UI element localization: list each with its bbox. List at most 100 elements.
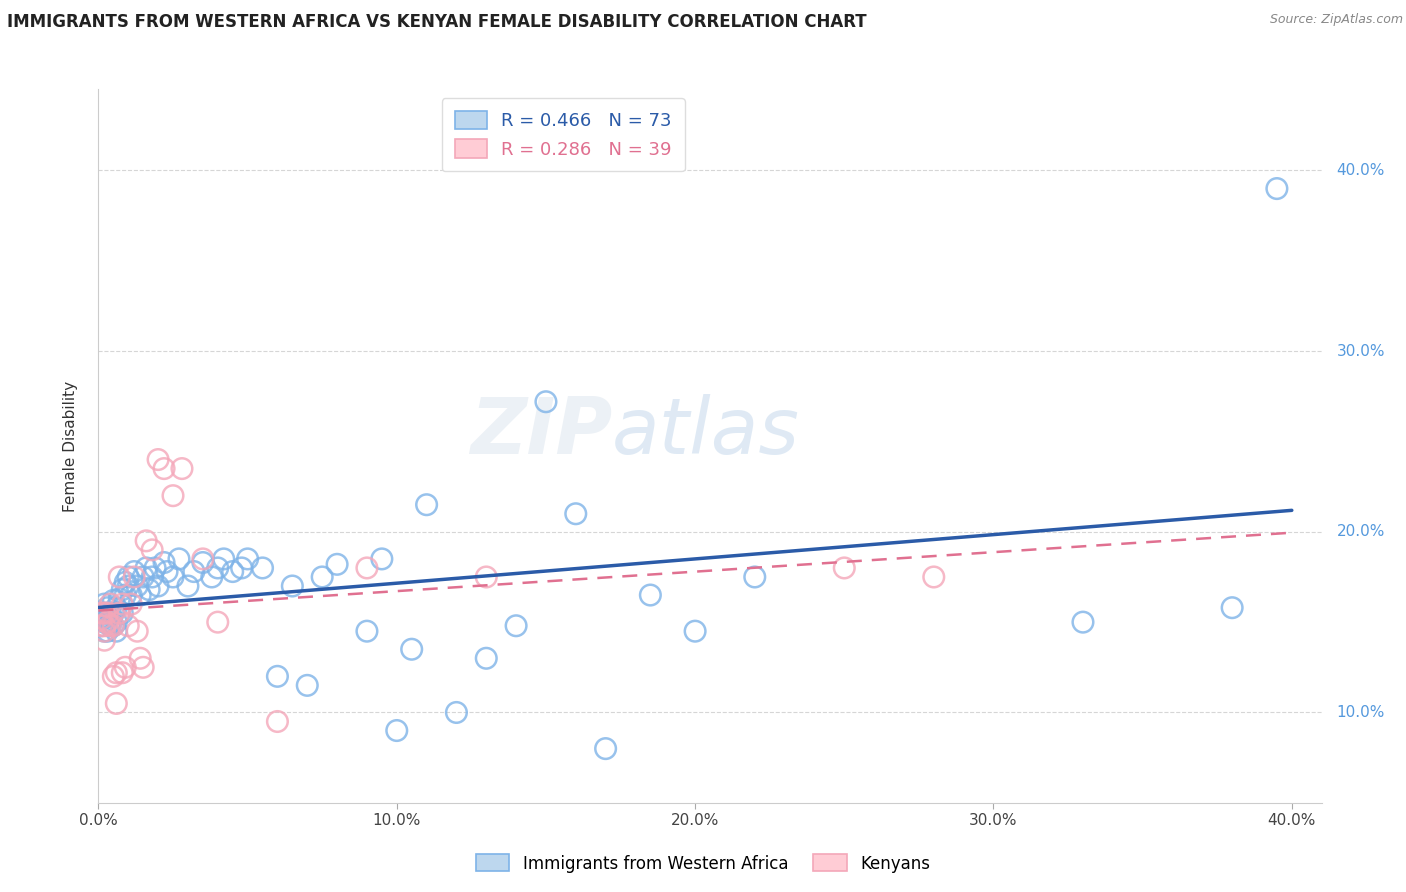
Point [446, 706, 468, 720]
Point [127, 579, 149, 593]
Legend: Immigrants from Western Africa, Kenyans: Immigrants from Western Africa, Kenyans [470, 847, 936, 880]
Text: 30.0%: 30.0% [1337, 343, 1385, 359]
Point [744, 570, 766, 584]
Point [98, 619, 121, 633]
Point [120, 588, 142, 602]
Text: IMMIGRANTS FROM WESTERN AFRICA VS KENYAN FEMALE DISABILITY CORRELATION CHART: IMMIGRANTS FROM WESTERN AFRICA VS KENYAN… [7, 13, 866, 31]
Point [105, 600, 128, 615]
Point [266, 714, 288, 729]
Text: atlas: atlas [612, 393, 800, 470]
Point [401, 642, 423, 657]
Point [96, 606, 118, 620]
Point [415, 498, 437, 512]
Point [105, 615, 128, 629]
Point [1220, 600, 1243, 615]
Point [231, 561, 253, 575]
Point [108, 591, 131, 606]
Point [236, 552, 259, 566]
Point [105, 624, 128, 639]
Point [108, 570, 131, 584]
Point [212, 552, 235, 566]
Text: ZIP: ZIP [470, 393, 612, 470]
Point [183, 565, 205, 579]
Point [111, 606, 134, 620]
Point [108, 606, 131, 620]
Point [153, 461, 176, 475]
Point [93, 624, 115, 639]
Point [177, 579, 200, 593]
Point [93, 606, 115, 620]
Point [105, 697, 128, 711]
Point [90, 619, 112, 633]
Y-axis label: Female Disability: Female Disability [63, 380, 77, 512]
Point [93, 619, 115, 633]
Point [93, 597, 115, 611]
Point [93, 615, 115, 629]
Point [153, 556, 176, 570]
Point [475, 651, 498, 665]
Point [90, 611, 112, 625]
Point [103, 619, 125, 633]
Point [475, 570, 498, 584]
Point [138, 582, 160, 597]
Point [141, 542, 163, 557]
Point [103, 593, 125, 607]
Point [108, 606, 131, 620]
Point [132, 660, 155, 674]
Text: 40.0%: 40.0% [1337, 163, 1385, 178]
Point [371, 552, 394, 566]
Point [221, 565, 243, 579]
Point [534, 394, 557, 409]
Point [281, 579, 304, 593]
Point [356, 561, 378, 575]
Point [90, 606, 112, 620]
Point [117, 570, 139, 584]
Point [129, 588, 152, 602]
Point [311, 570, 333, 584]
Point [93, 624, 115, 639]
Point [640, 588, 662, 602]
Point [132, 570, 155, 584]
Point [96, 600, 118, 615]
Point [117, 579, 139, 593]
Point [505, 619, 527, 633]
Point [114, 588, 136, 602]
Point [98, 615, 121, 629]
Point [683, 624, 706, 639]
Point [297, 678, 319, 692]
Point [167, 552, 190, 566]
Point [162, 570, 184, 584]
Legend: R = 0.466   N = 73, R = 0.286   N = 39: R = 0.466 N = 73, R = 0.286 N = 39 [441, 98, 685, 171]
Point [122, 570, 145, 584]
Point [117, 619, 139, 633]
Point [201, 570, 224, 584]
Point [98, 606, 121, 620]
Point [103, 669, 125, 683]
Point [98, 597, 121, 611]
Point [191, 556, 214, 570]
Point [1071, 615, 1094, 629]
Point [120, 597, 142, 611]
Point [146, 579, 169, 593]
Point [103, 619, 125, 633]
Point [1265, 181, 1288, 195]
Point [96, 609, 118, 624]
Point [141, 570, 163, 584]
Text: 20.0%: 20.0% [1337, 524, 1385, 540]
Point [127, 624, 149, 639]
Point [90, 606, 112, 620]
Point [146, 452, 169, 467]
Point [122, 565, 145, 579]
Point [170, 461, 193, 475]
Point [156, 565, 179, 579]
Point [111, 665, 134, 680]
Text: Source: ZipAtlas.com: Source: ZipAtlas.com [1270, 13, 1403, 27]
Point [326, 558, 349, 572]
Point [93, 633, 115, 648]
Point [105, 665, 128, 680]
Point [922, 570, 945, 584]
Point [111, 597, 134, 611]
Point [207, 615, 229, 629]
Point [114, 575, 136, 590]
Point [162, 489, 184, 503]
